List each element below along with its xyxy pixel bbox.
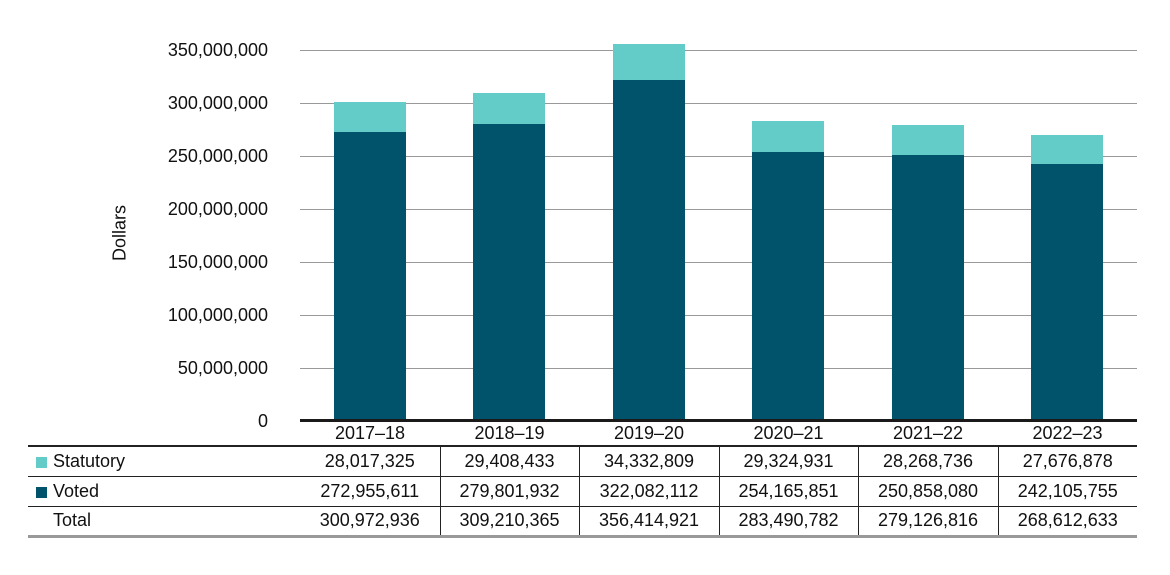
y-tick-label: 200,000,000 [167,199,268,219]
value-cell-total-2021-22: 279,126,816 [857,506,998,536]
series-name-label: Statutory [53,450,126,471]
x-category-label-2020-21: 2020–21 [753,423,824,443]
value-cell-statutory-2018-19: 29,408,433 [439,446,579,476]
gridline [300,368,1137,369]
value-cell-voted-2017-18: 272,955,611 [320,480,420,501]
x-axis-category-row: 2017–18 2018–19 2019–20 2020–21 2021–22 2022–… [28,422,1137,446]
bar-segment-voted-2020-21 [752,152,824,421]
gridline [300,50,1137,51]
corner-cell [28,422,300,446]
y-tick-label: 250,000,000 [167,146,268,166]
x-axis-line [300,419,1137,422]
bar-segment-voted-2018-19 [473,124,545,421]
bar-segment-voted-2021-22 [892,155,964,421]
gridline [300,103,1137,104]
y-tick-label: 300,000,000 [167,93,268,113]
gridline [300,209,1137,210]
bar-segment-statutory-2019-20 [613,44,685,80]
value-cell-voted-2022-23: 242,105,755 [997,476,1137,506]
y-tick-label: 350,000,000 [167,40,268,60]
value-cell-total-2019-20: 356,414,921 [578,506,719,536]
bar-segment-statutory-2022-23 [1031,135,1103,164]
value-cell-statutory-2020-21: 29,324,931 [718,446,858,476]
x-category-label-2017-18: 2017–18 [334,423,406,443]
bar-segment-statutory-2018-19 [473,93,545,124]
legend-swatch-voted [36,486,47,498]
y-tick-label: 150,000,000 [167,252,268,272]
x-category-label-2021-22: 2021–22 [892,423,964,443]
value-cell-statutory-2022-23: 27,676,878 [997,446,1137,476]
gridline [300,262,1137,263]
chart-data-table: 2017–18 2018–19 2019–20 2020–21 2021–22 2022–… [28,422,1137,538]
table-row-total: Total 300,972,936 309,210,365 356,414,921 28… [28,506,1137,536]
y-tick-label: 100,000,000 [167,305,268,325]
table-row-voted: Voted 272,955,611 279,801,932 322,082,112 25… [28,476,1137,506]
value-cell-statutory-2017-18: 28,017,325 [324,450,415,471]
row-label-cell: Total [28,506,300,536]
value-cell-total-2020-21: 283,490,782 [718,506,858,536]
row-label-cell: Voted [28,476,300,506]
gridline [300,156,1137,157]
y-tick-label: 50,000,000 [177,358,268,378]
value-cell-voted-2019-20: 322,082,112 [578,476,719,506]
value-cell-voted-2018-19: 279,801,932 [439,476,579,506]
x-category-label-2018-19: 2018–19 [474,423,545,443]
bar-segment-statutory-2021-22 [892,125,964,155]
bar-segment-voted-2017-18 [334,132,406,421]
value-cell-total-2022-23: 268,612,633 [997,506,1137,536]
bar-segment-voted-2019-20 [613,80,685,421]
value-cell-total-2017-18: 300,972,936 [319,510,420,530]
value-cell-statutory-2019-20: 34,332,809 [578,446,719,476]
total-row-label: Total [53,510,92,530]
bar-segment-voted-2022-23 [1031,164,1103,421]
bar-segment-statutory-2020-21 [752,121,824,152]
legend-swatch-statutory [36,456,47,468]
value-cell-statutory-2021-22: 28,268,736 [857,446,998,476]
bar-segment-statutory-2017-18 [334,102,406,132]
y-tick-label: 0 [257,411,268,431]
x-category-label-2022-23: 2022–23 [1032,423,1103,443]
row-label-cell: Statutory [28,446,300,476]
table-row-statutory: Statutory 28,017,325 29,408,433 34,332,809 2… [28,446,1137,476]
x-category-label-2019-20: 2019–20 [613,423,685,443]
series-name-label: Voted [53,480,100,501]
value-cell-voted-2021-22: 250,858,080 [857,476,998,506]
value-cell-voted-2020-21: 254,165,851 [718,476,858,506]
gridline [300,315,1137,316]
value-cell-total-2018-19: 309,210,365 [439,506,579,536]
